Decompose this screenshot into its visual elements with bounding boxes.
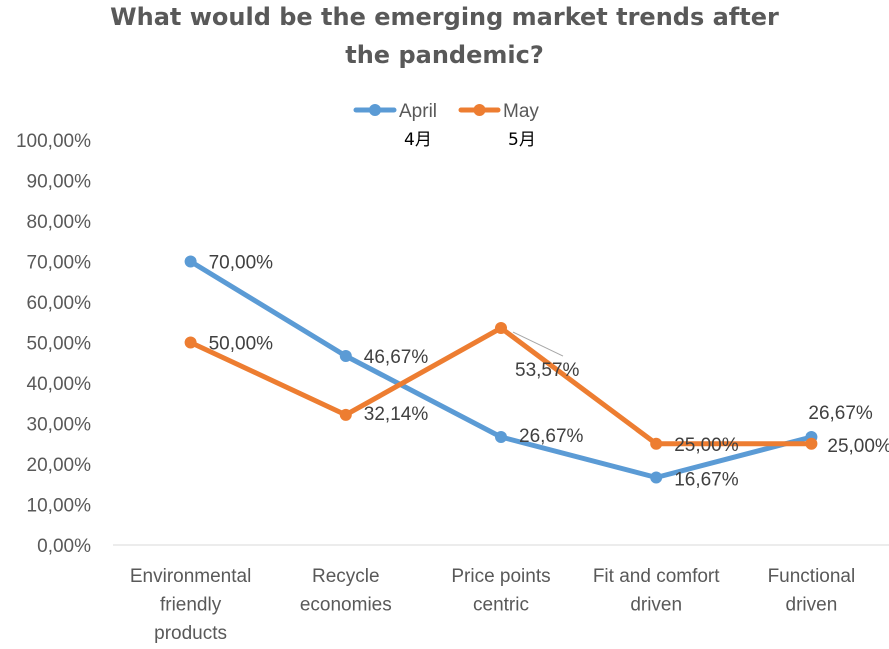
data-label-april: 26,67%: [808, 403, 873, 424]
data-point-may: [339, 408, 352, 421]
y-tick-label: 80,00%: [27, 212, 92, 233]
x-tick-label: economies: [300, 595, 392, 616]
x-tick-label: Environmental: [130, 566, 251, 587]
y-tick-label: 90,00%: [27, 172, 92, 193]
y-tick-label: 70,00%: [27, 253, 92, 274]
legend-marker-may: [473, 104, 486, 116]
data-label-may: 32,14%: [364, 404, 429, 425]
data-label-april: 16,67%: [674, 469, 739, 490]
series-line-may: [188, 325, 814, 447]
x-tick-label: driven: [786, 595, 838, 616]
y-tick-label: 0,00%: [37, 536, 91, 557]
legend-label-may: May: [503, 101, 539, 122]
data-point-april: [650, 471, 663, 484]
data-label-april: 26,67%: [519, 426, 584, 447]
data-label-may: 53,57%: [515, 360, 580, 381]
data-point-april: [184, 255, 197, 268]
x-tick-label: Fit and comfort: [593, 566, 720, 587]
x-tick-label: friendly: [160, 595, 222, 616]
y-tick-label: 50,00%: [27, 334, 92, 355]
data-point-april: [495, 430, 507, 443]
legend-marker-april: [369, 104, 381, 116]
data-point-april: [339, 349, 352, 362]
y-tick-label: 100,00%: [16, 131, 91, 152]
legend-label-secondary-april: 4月: [404, 130, 432, 150]
y-tick-label: 10,00%: [27, 496, 92, 517]
x-tick-label: Price points: [451, 566, 550, 587]
y-tick-label: 40,00%: [27, 374, 92, 395]
y-tick-label: 60,00%: [27, 293, 92, 314]
data-label-may: 25,00%: [827, 436, 889, 457]
data-label-may: 25,00%: [674, 435, 739, 456]
x-tick-label: products: [154, 623, 227, 644]
x-tick-label: Functional: [768, 566, 856, 587]
data-point-may: [495, 322, 507, 335]
y-tick-label: 30,00%: [27, 415, 92, 436]
legend-label-april: April: [399, 101, 437, 122]
data-label-april: 70,00%: [209, 253, 274, 274]
data-label-leader-line: [512, 331, 564, 357]
data-label-april: 46,67%: [364, 347, 429, 368]
y-tick-label: 20,00%: [27, 455, 92, 476]
data-label-may: 50,00%: [209, 334, 274, 355]
chart-title-line-2: the pandemic?: [345, 41, 544, 69]
data-point-may: [805, 437, 818, 450]
x-tick-label: driven: [630, 595, 682, 616]
x-tick-label: Recycle: [312, 566, 380, 587]
x-tick-label: centric: [473, 595, 529, 616]
chart-title-line-1: What would be the emerging market trends…: [110, 3, 779, 31]
data-point-may: [184, 336, 197, 349]
legend-label-secondary-may: 5月: [508, 130, 536, 150]
data-point-may: [650, 437, 663, 450]
